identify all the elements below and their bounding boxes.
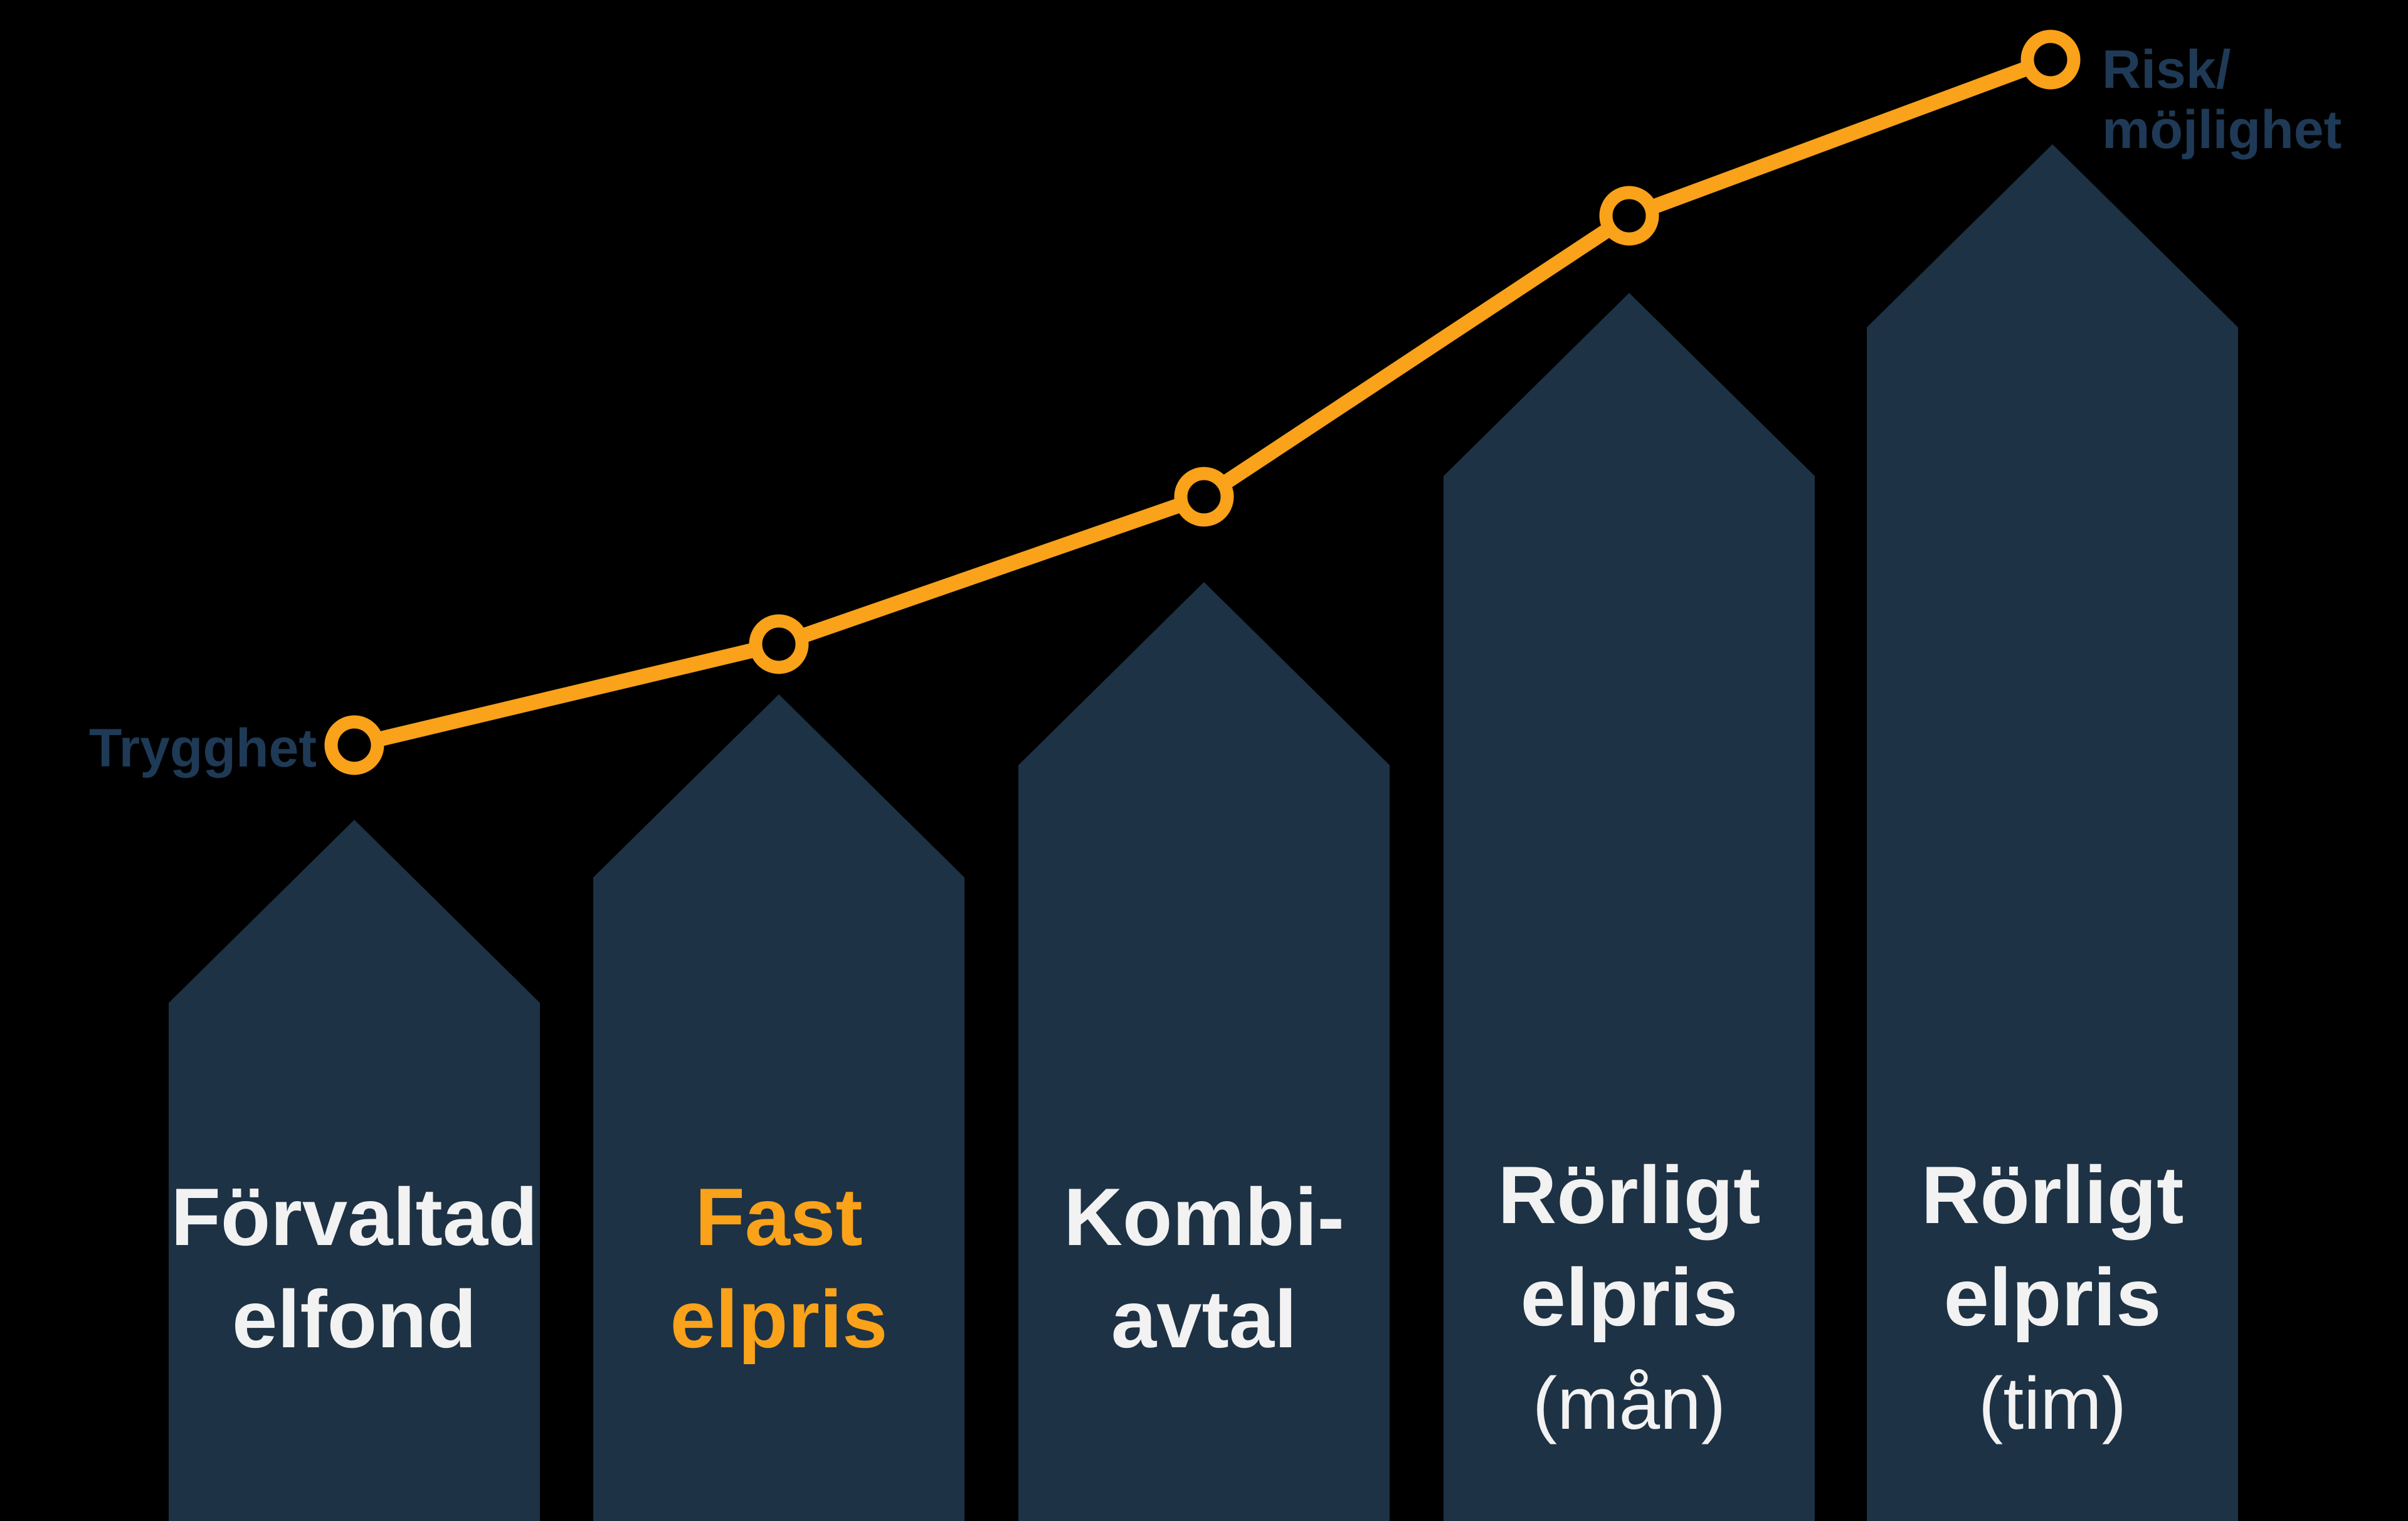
bar-label-line: Rörligt xyxy=(1921,1149,2184,1241)
bar-label-line: Rörligt xyxy=(1498,1149,1761,1241)
bar-label-line: elpris xyxy=(1521,1251,1738,1343)
data-point-marker-2 xyxy=(749,614,809,674)
bars xyxy=(169,144,2238,1521)
bar-label-forvaltad-elfond: Förvaltad elfond xyxy=(171,1171,537,1365)
bar-label-line: avtal xyxy=(1111,1273,1297,1365)
bar-label-line: Fast xyxy=(695,1171,862,1263)
data-point-marker-1 xyxy=(324,715,384,775)
bar-rorligt-elpris-tim xyxy=(1867,144,2238,1521)
bar-label-line: Förvaltad xyxy=(171,1171,537,1263)
data-point-marker-3 xyxy=(1174,467,1234,527)
bar-label-line-light: (mån) xyxy=(1533,1362,1726,1445)
bar-label-line: Kombi- xyxy=(1064,1171,1344,1263)
bar-label-fast-elpris: Fast elpris xyxy=(670,1171,888,1365)
axis-label-risk-mojlighet: Risk/ möjlighet xyxy=(2102,40,2342,160)
bar-kombi-avtal xyxy=(1018,582,1390,1521)
bar-label-line: elfond xyxy=(232,1273,477,1365)
bar-label-line: elpris xyxy=(1944,1251,2162,1343)
axis-label-risk-line1: Risk/ xyxy=(2102,40,2231,100)
bar-label-rorligt-elpris-tim: Rörligt elpris (tim) xyxy=(1921,1149,2184,1445)
bar-rorligt-elpris-man xyxy=(1444,293,1815,1521)
bar-forvaltad-elfond xyxy=(169,820,540,1521)
bar-label-line-light: (tim) xyxy=(1978,1362,2126,1445)
axis-label-trygghet: Trygghet xyxy=(89,718,317,778)
bar-label-line: elpris xyxy=(670,1273,888,1365)
bar-label-kombi-avtal: Kombi- avtal xyxy=(1064,1171,1344,1365)
data-point-marker-5 xyxy=(2020,29,2081,90)
bar-fast-elpris xyxy=(593,694,964,1521)
data-point-markers xyxy=(324,29,2081,775)
axis-label-risk-line2: möjlighet xyxy=(2102,100,2342,160)
bar-label-rorligt-elpris-man: Rörligt elpris (mån) xyxy=(1498,1149,1761,1445)
data-point-marker-4 xyxy=(1599,186,1659,246)
